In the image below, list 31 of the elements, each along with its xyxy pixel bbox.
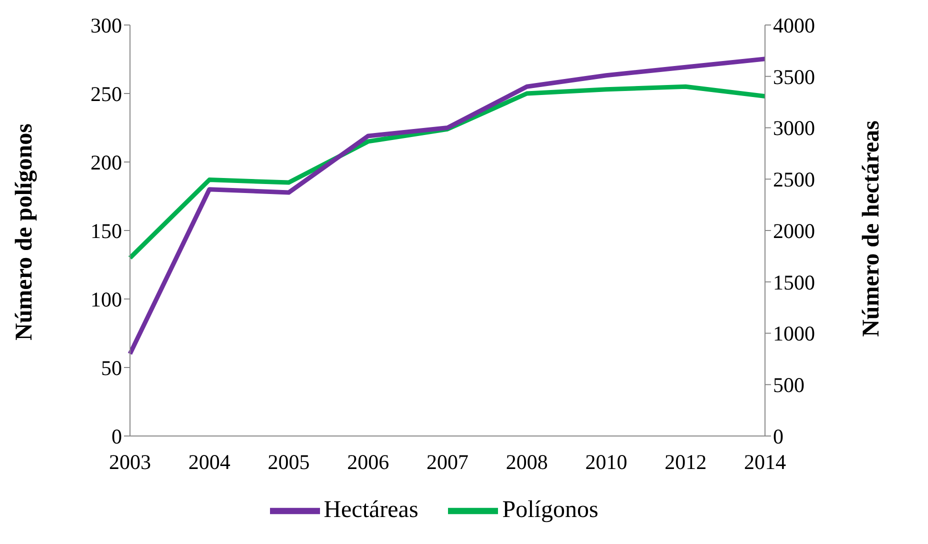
y2-axis-title: Número de hectáreas bbox=[858, 120, 885, 337]
legend-label: Hectáreas bbox=[324, 496, 418, 523]
y-tick-label: 100 bbox=[90, 287, 122, 312]
y2-tick-label: 4000 bbox=[773, 13, 815, 38]
line-series bbox=[128, 84, 768, 260]
x-tick-label: 2012 bbox=[664, 450, 707, 474]
y-tick-label: 50 bbox=[101, 356, 122, 380]
y-tick-label: 300 bbox=[90, 13, 122, 38]
x-tick-label: 2014 bbox=[744, 450, 786, 474]
legend-label: Polígonos bbox=[502, 496, 598, 523]
x-tick-label: 2007 bbox=[426, 450, 468, 474]
y2-tick-label: 3500 bbox=[773, 64, 815, 89]
y-tick-label: 150 bbox=[90, 218, 122, 243]
x-tick-label: 2008 bbox=[506, 450, 548, 474]
line-series bbox=[128, 56, 768, 356]
y2-tick-label: 3000 bbox=[773, 116, 815, 140]
x-tick-label: 2006 bbox=[347, 450, 390, 474]
y2-tick-label: 500 bbox=[773, 373, 804, 398]
y-tick-label: 200 bbox=[90, 150, 122, 174]
y-axis-title: Número de polígonos bbox=[12, 124, 38, 340]
x-tick-label: 2004 bbox=[188, 450, 231, 474]
y2-tick-label: 2000 bbox=[773, 218, 815, 243]
y2-tick-label: 1500 bbox=[773, 270, 815, 294]
y-tick-label: 250 bbox=[90, 82, 122, 106]
y2-tick-label: 2500 bbox=[773, 168, 815, 192]
x-tick-label: 2003 bbox=[109, 450, 151, 474]
x-tick-label: 2005 bbox=[268, 450, 310, 474]
y-tick-label: 0 bbox=[112, 424, 122, 448]
x-tick-label: 2010 bbox=[585, 450, 628, 474]
y2-tick-label: 0 bbox=[773, 424, 784, 448]
y2-tick-label: 1000 bbox=[773, 322, 815, 346]
